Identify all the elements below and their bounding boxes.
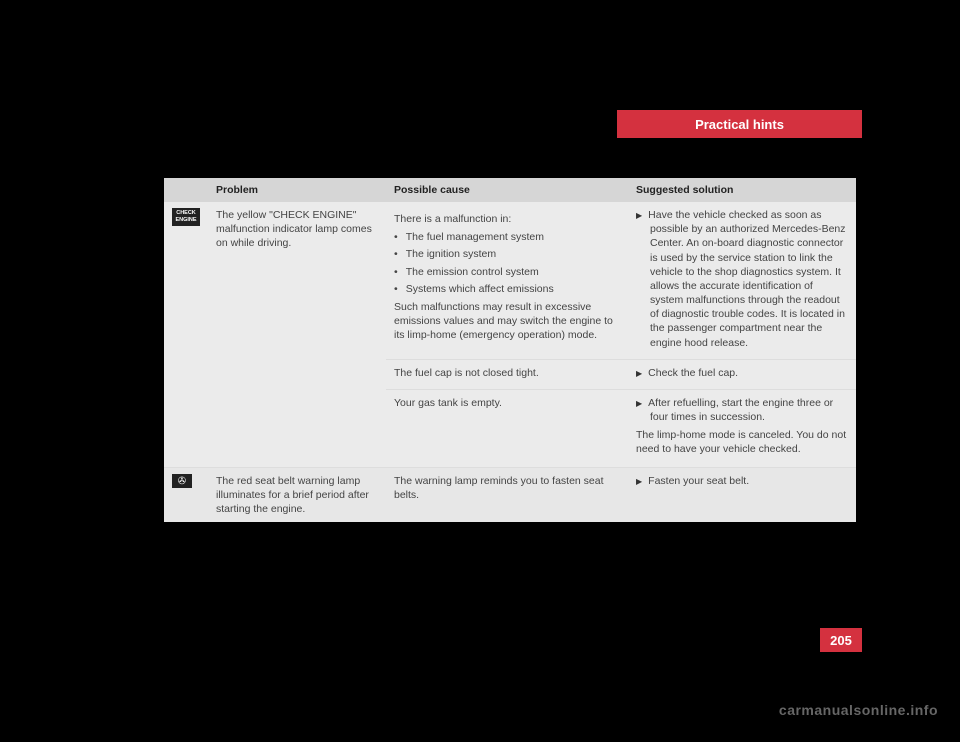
cell-problem: The red seat belt warning lamp illuminat… xyxy=(208,467,386,522)
troubleshooting-table: Problem Possible cause Suggested solutio… xyxy=(164,178,856,522)
solution-text: Have the vehicle checked as soon as poss… xyxy=(650,208,848,350)
seatbelt-icon: ✇ xyxy=(172,474,192,488)
solution-text: After refuelling, start the engine three… xyxy=(650,396,848,424)
cause-intro: There is a malfunction in: xyxy=(394,212,620,226)
solution-text: Check the fuel cap. xyxy=(650,366,848,380)
cell-cause: The warning lamp reminds you to fasten s… xyxy=(386,467,628,522)
cause-para: Such malfunctions may result in excessiv… xyxy=(394,300,620,343)
cell-cause: Your gas tank is empty. xyxy=(386,389,628,467)
col-header-solution: Suggested solution xyxy=(628,178,856,202)
col-header-icon xyxy=(164,178,208,202)
check-engine-icon: CHECK ENGINE xyxy=(172,208,200,226)
table-row: CHECK ENGINE The yellow "CHECK ENGINE" m… xyxy=(164,202,856,359)
bullet: The emission control system xyxy=(406,265,620,279)
watermark: carmanualsonline.info xyxy=(779,702,938,718)
solution-after: The limp-home mode is canceled. You do n… xyxy=(636,428,848,456)
cell-problem: The yellow "CHECK ENGINE" malfunction in… xyxy=(208,202,386,467)
cell-cause: The fuel cap is not closed tight. xyxy=(386,359,628,389)
table-row: ✇ The red seat belt warning lamp illumin… xyxy=(164,467,856,522)
cell-solution: Check the fuel cap. xyxy=(628,359,856,389)
bullet: Systems which affect emissions xyxy=(406,282,620,296)
section-title: Practical hints xyxy=(695,117,784,132)
cell-solution: After refuelling, start the engine three… xyxy=(628,389,856,467)
solution-text: Fasten your seat belt. xyxy=(650,474,848,488)
cell-solution: Fasten your seat belt. xyxy=(628,467,856,522)
section-header: Practical hints xyxy=(617,110,862,138)
cell-solution: Have the vehicle checked as soon as poss… xyxy=(628,202,856,359)
col-header-cause: Possible cause xyxy=(386,178,628,202)
page-number-badge: 205 xyxy=(820,628,862,652)
page-number: 205 xyxy=(830,633,852,648)
cell-cause: There is a malfunction in: The fuel mana… xyxy=(386,202,628,359)
cell-icon: ✇ xyxy=(164,467,208,522)
cell-icon: CHECK ENGINE xyxy=(164,202,208,467)
cause-bullets: The fuel management system The ignition … xyxy=(394,230,620,296)
col-header-problem: Problem xyxy=(208,178,386,202)
bullet: The ignition system xyxy=(406,247,620,261)
bullet: The fuel management system xyxy=(406,230,620,244)
